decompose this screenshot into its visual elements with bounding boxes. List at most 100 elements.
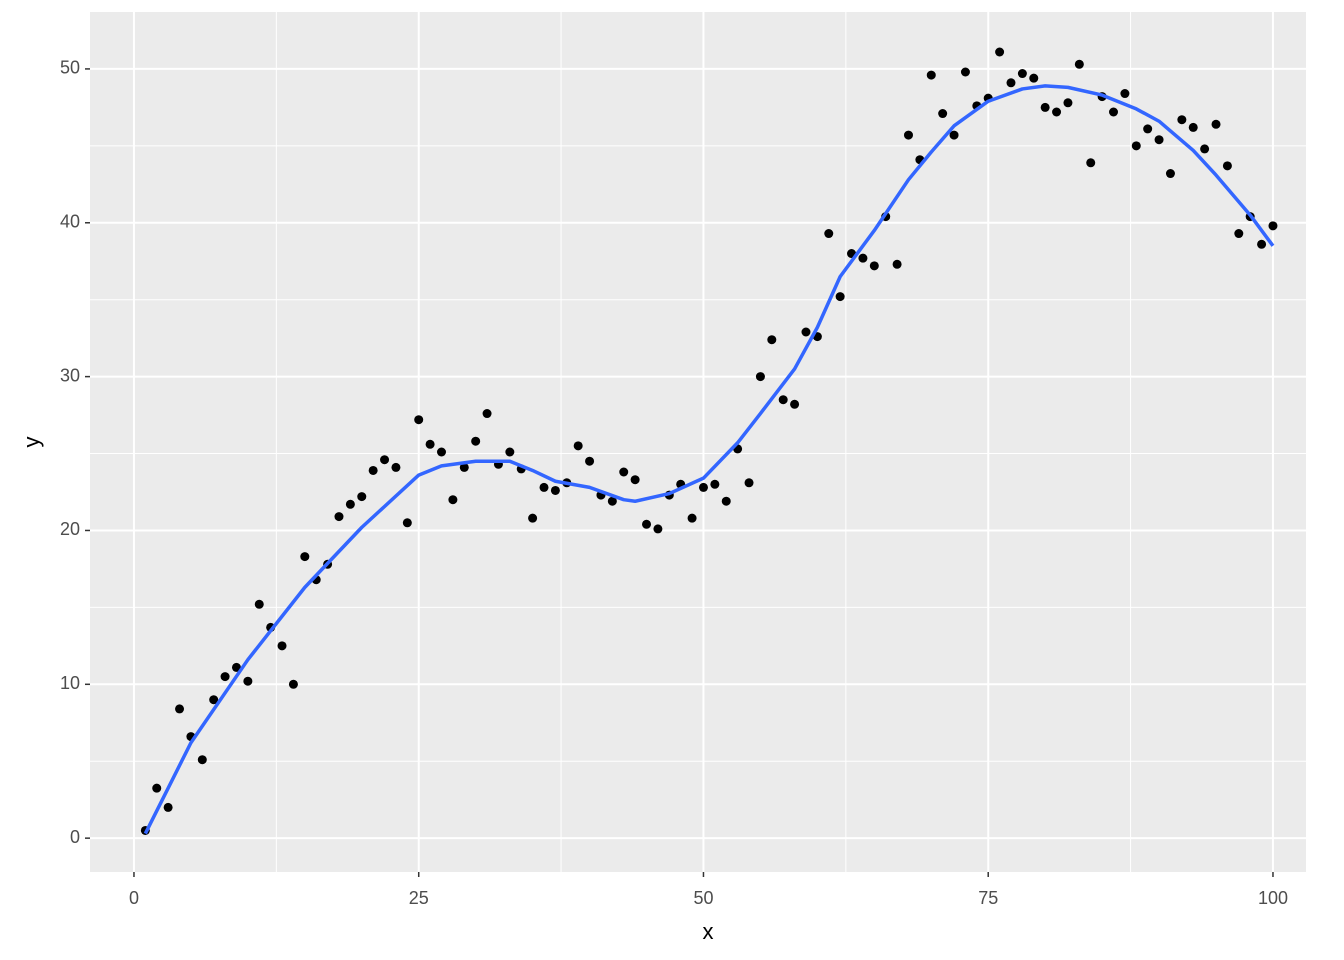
point — [471, 436, 481, 446]
point — [277, 641, 287, 651]
point — [1143, 124, 1153, 134]
point — [436, 447, 446, 457]
point — [1268, 221, 1278, 231]
minor-grid — [90, 12, 1306, 872]
point — [903, 130, 913, 140]
y-tick-label: 10 — [60, 673, 80, 693]
y-tick-label: 20 — [60, 519, 80, 539]
point — [482, 409, 492, 419]
point — [425, 439, 435, 449]
point — [858, 253, 868, 263]
point — [687, 513, 697, 523]
point — [960, 67, 970, 77]
y-tick-label: 0 — [70, 827, 80, 847]
point — [528, 513, 538, 523]
point — [710, 479, 720, 489]
point — [1222, 161, 1232, 171]
y-axis-title: y — [19, 437, 44, 448]
major-grid — [90, 12, 1306, 872]
point — [767, 335, 777, 345]
point — [1154, 135, 1164, 145]
point — [1131, 141, 1141, 151]
point — [653, 524, 663, 534]
point — [1109, 107, 1119, 117]
point — [448, 495, 458, 505]
point — [197, 755, 207, 765]
x-tick-label: 75 — [978, 888, 998, 908]
point — [1257, 239, 1267, 249]
marks — [140, 47, 1278, 835]
point — [721, 496, 731, 506]
point — [539, 482, 549, 492]
point — [1017, 69, 1027, 79]
point — [642, 519, 652, 529]
point — [175, 704, 185, 714]
y-tick-label: 30 — [60, 365, 80, 385]
point — [755, 372, 765, 382]
point — [300, 552, 310, 562]
point — [573, 441, 583, 451]
point — [585, 456, 595, 466]
point — [1040, 102, 1050, 112]
point — [630, 475, 640, 485]
point — [1177, 115, 1187, 125]
point — [1211, 119, 1221, 129]
point — [824, 229, 834, 239]
point — [1029, 73, 1039, 83]
x-tick-label: 50 — [693, 888, 713, 908]
point — [1074, 59, 1084, 69]
point — [1052, 107, 1062, 117]
point — [391, 462, 401, 472]
point — [607, 496, 617, 506]
point — [1063, 98, 1073, 108]
point — [402, 518, 412, 528]
point — [926, 70, 936, 80]
point — [380, 455, 390, 465]
point — [1006, 78, 1016, 88]
point — [243, 676, 253, 686]
point — [938, 109, 948, 119]
point — [209, 695, 219, 705]
point — [1200, 144, 1210, 154]
point — [619, 467, 629, 477]
x-tick-label: 0 — [129, 888, 139, 908]
point — [1165, 169, 1175, 179]
point — [505, 447, 515, 457]
point — [995, 47, 1005, 57]
point — [869, 261, 879, 271]
point — [1086, 158, 1096, 168]
point — [334, 512, 344, 522]
point — [778, 395, 788, 405]
point — [1234, 229, 1244, 239]
panel — [90, 12, 1306, 872]
point — [835, 292, 845, 302]
y-tick-label: 50 — [60, 58, 80, 78]
point — [357, 492, 367, 502]
point — [163, 802, 173, 812]
point — [459, 462, 469, 472]
point — [368, 465, 378, 475]
point — [744, 478, 754, 488]
point — [414, 415, 424, 425]
point — [345, 499, 355, 509]
point — [1120, 89, 1130, 99]
x-axis-title: x — [703, 919, 714, 944]
x-tick-label: 25 — [409, 888, 429, 908]
point — [698, 482, 708, 492]
point — [288, 679, 298, 689]
x-tick-label: 100 — [1258, 888, 1288, 908]
axes: 0 25 50 75 100 0 10 20 30 40 50 — [60, 58, 1288, 908]
point — [790, 399, 800, 409]
point — [231, 662, 241, 672]
y-tick-label: 40 — [60, 212, 80, 232]
point — [949, 130, 959, 140]
point — [220, 672, 230, 682]
point — [254, 599, 264, 609]
point — [801, 327, 811, 337]
point — [892, 259, 902, 269]
point — [152, 783, 162, 793]
point — [1188, 122, 1198, 132]
point — [550, 485, 560, 495]
